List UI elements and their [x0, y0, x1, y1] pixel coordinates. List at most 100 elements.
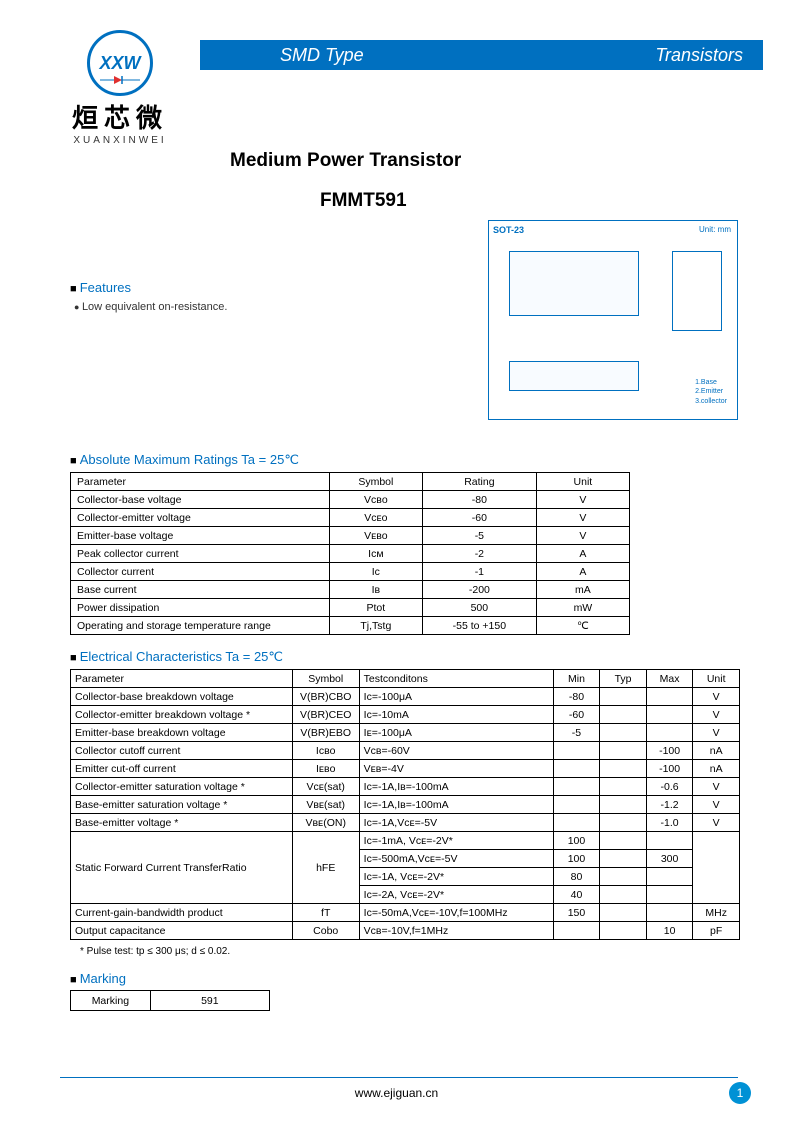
cell-max: 300: [646, 850, 693, 868]
cell-min: 40: [553, 886, 600, 904]
col-symbol: Symbol: [329, 473, 422, 491]
cell-unit: V: [536, 509, 629, 527]
cell-param: Collector current: [71, 563, 330, 581]
table-row: Collector-base voltageVᴄʙᴏ-80V: [71, 491, 630, 509]
cell-symbol: fT: [292, 904, 359, 922]
table-row: Marking 591: [71, 991, 270, 1011]
table-row: Operating and storage temperature rangeT…: [71, 617, 630, 635]
cell-min: [553, 742, 600, 760]
cell-param: Base-emitter voltage *: [71, 814, 293, 832]
cell-cond: Iᴄ=-2A, Vᴄᴇ=-2V*: [359, 886, 553, 904]
table-row: Collector currentIᴄ-1A: [71, 563, 630, 581]
table-row: Collector cutoff currentIᴄʙᴏVᴄʙ=-60V-100…: [71, 742, 740, 760]
package-name: SOT-23: [493, 225, 524, 235]
marking-label: Marking: [71, 991, 151, 1011]
cell-rating: -55 to +150: [422, 617, 536, 635]
cell-unit: MHz: [693, 904, 740, 922]
cell-param: Static Forward Current TransferRatio: [71, 832, 293, 904]
cell-max: -1.2: [646, 796, 693, 814]
cell-min: [553, 814, 600, 832]
cell-min: 150: [553, 904, 600, 922]
cell-rating: -5: [422, 527, 536, 545]
cell-typ: [600, 760, 647, 778]
cell-symbol: Vᴇʙᴏ: [329, 527, 422, 545]
logo-circle: XXW: [87, 30, 153, 96]
feature-item: Low equivalent on-resistance.: [70, 301, 370, 313]
cell-symbol: Iᴄ: [329, 563, 422, 581]
cell-cond: Iᴄ=-1A,Iʙ=-100mA: [359, 778, 553, 796]
footer-url: www.ejiguan.cn: [0, 1086, 793, 1100]
cell-param: Output capacitance: [71, 922, 293, 940]
cell-rating: 500: [422, 599, 536, 617]
company-logo: XXW 烜芯微 XUANXINWEI: [45, 30, 195, 146]
cell-max: [646, 688, 693, 706]
cell-min: -80: [553, 688, 600, 706]
table-row: Static Forward Current TransferRatiohFEI…: [71, 832, 740, 850]
pkg-top-view: [509, 251, 639, 316]
pin-1: 1.Base: [695, 378, 727, 388]
cell-unit: mA: [536, 581, 629, 599]
col-min: Min: [553, 670, 600, 688]
cell-unit: V: [693, 688, 740, 706]
cell-max: [646, 724, 693, 742]
cell-unit: [693, 832, 740, 904]
table-row: Collector-emitter saturation voltage *Vᴄ…: [71, 778, 740, 796]
table-row: Peak collector currentIᴄᴍ-2A: [71, 545, 630, 563]
part-number: FMMT591: [320, 190, 407, 212]
cell-min: 80: [553, 868, 600, 886]
cell-symbol: V(BR)EBO: [292, 724, 359, 742]
cell-typ: [600, 850, 647, 868]
cell-min: 100: [553, 832, 600, 850]
header-banner: SMD Type Transistors: [200, 40, 763, 70]
cell-max: -100: [646, 760, 693, 778]
ratings-table: Parameter Symbol Rating Unit Collector-b…: [70, 472, 630, 635]
table-row: Current-gain-bandwidth productfTIᴄ=-50mA…: [71, 904, 740, 922]
features-section: Features Low equivalent on-resistance.: [70, 280, 370, 313]
cell-rating: -80: [422, 491, 536, 509]
package-unit: Unit: mm: [699, 225, 731, 234]
cell-unit: V: [536, 491, 629, 509]
cell-unit: nA: [693, 760, 740, 778]
cell-cond: Iᴄ=-1A, Vᴄᴇ=-2V*: [359, 868, 553, 886]
cell-typ: [600, 886, 647, 904]
col-unit: Unit: [536, 473, 629, 491]
banner-left: SMD Type: [280, 45, 364, 66]
logo-cn: 烜芯微: [45, 98, 195, 135]
cell-symbol: Vᴄʙᴏ: [329, 491, 422, 509]
cell-typ: [600, 796, 647, 814]
cell-max: [646, 706, 693, 724]
electrical-heading: Electrical Characteristics Ta = 25℃: [70, 649, 738, 665]
cell-max: [646, 832, 693, 850]
cell-min: 100: [553, 850, 600, 868]
cell-unit: nA: [693, 742, 740, 760]
table-row: Output capacitanceCoboVᴄʙ=-10V,f=1MHz10p…: [71, 922, 740, 940]
cell-typ: [600, 706, 647, 724]
cell-param: Emitter-base voltage: [71, 527, 330, 545]
cell-cond: Iᴄ=-1A,Iʙ=-100mA: [359, 796, 553, 814]
col-unit: Unit: [693, 670, 740, 688]
cell-param: Peak collector current: [71, 545, 330, 563]
cell-typ: [600, 724, 647, 742]
cell-param: Emitter cut-off current: [71, 760, 293, 778]
pin-3: 3.collector: [695, 397, 727, 407]
cell-cond: Iᴄ=-100μA: [359, 688, 553, 706]
table-row: Collector-base breakdown voltageV(BR)CBO…: [71, 688, 740, 706]
cell-param: Emitter-base breakdown voltage: [71, 724, 293, 742]
col-rating: Rating: [422, 473, 536, 491]
cell-symbol: V(BR)CBO: [292, 688, 359, 706]
cell-param: Collector-emitter breakdown voltage *: [71, 706, 293, 724]
cell-max: [646, 904, 693, 922]
cell-symbol: Vʙᴇ(sat): [292, 796, 359, 814]
cell-typ: [600, 922, 647, 940]
cell-symbol: Vʙᴇ(ON): [292, 814, 359, 832]
cell-min: [553, 796, 600, 814]
cell-unit: V: [693, 814, 740, 832]
cell-cond: Iᴄ=-500mA,Vᴄᴇ=-5V: [359, 850, 553, 868]
cell-rating: -60: [422, 509, 536, 527]
marking-heading: Marking: [70, 971, 738, 986]
cell-typ: [600, 814, 647, 832]
cell-max: -100: [646, 742, 693, 760]
table-row: Collector-emitter voltageVᴄᴇᴏ-60V: [71, 509, 630, 527]
cell-symbol: Iʙ: [329, 581, 422, 599]
cell-unit: V: [693, 706, 740, 724]
